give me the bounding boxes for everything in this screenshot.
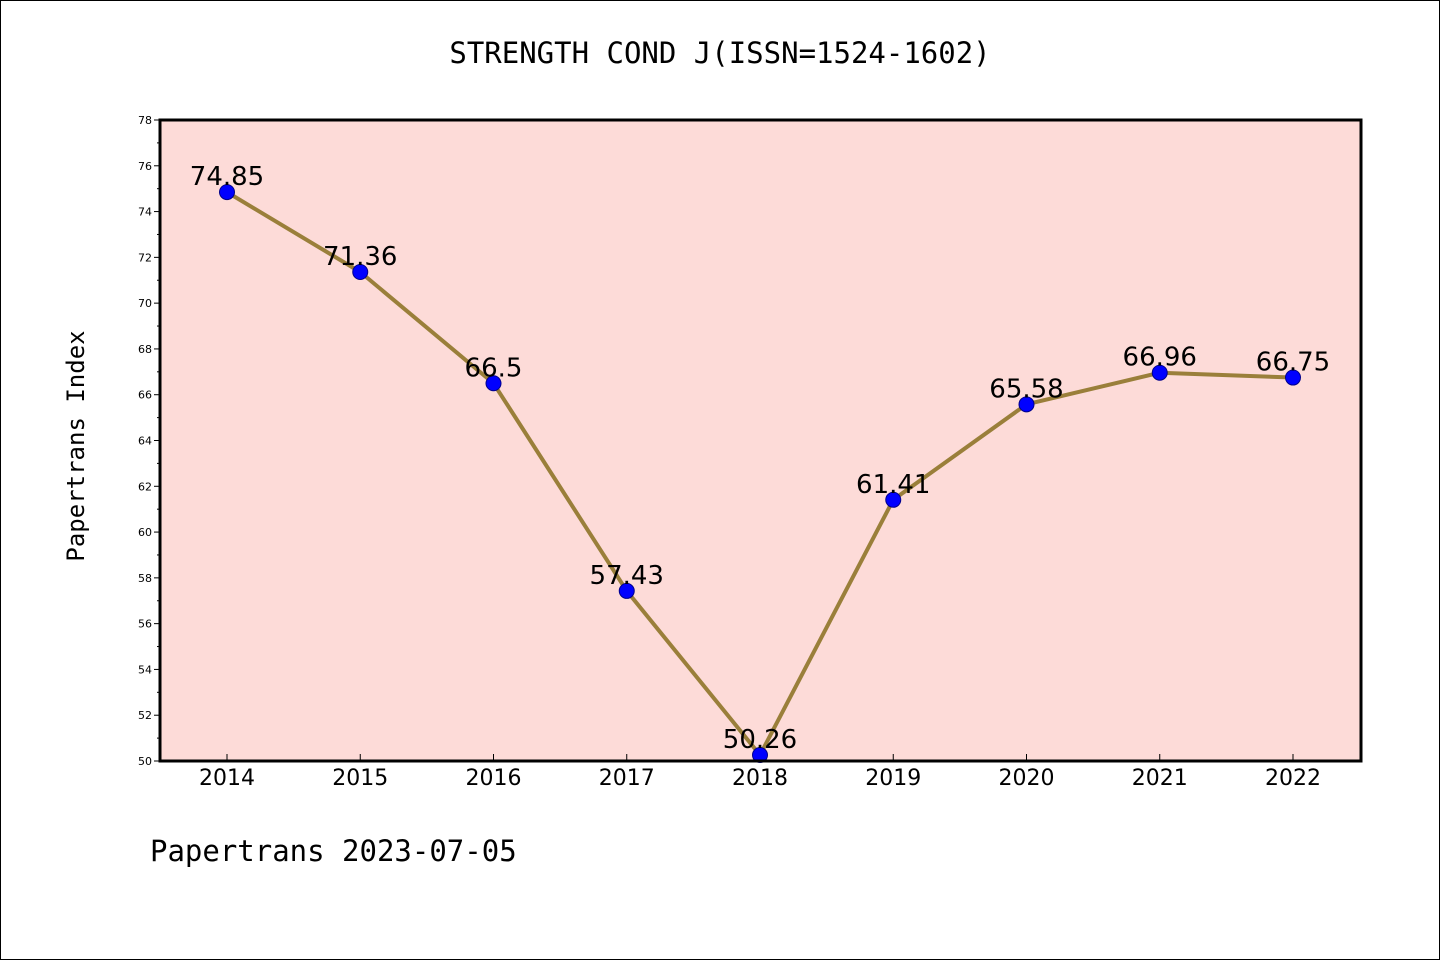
y-tick-label: 72 xyxy=(138,251,152,264)
x-tick-label: 2021 xyxy=(1132,766,1188,791)
y-tick-label: 68 xyxy=(138,343,152,356)
y-tick-label: 60 xyxy=(138,526,152,539)
y-axis: 50 52 54 56 58 60 62 64 66 68 70 72 74 76 78 xyxy=(138,114,160,768)
x-axis: 2014 2015 2016 2017 2018 2019 2020 2021 2022 xyxy=(199,754,1321,791)
x-tick-label: 2022 xyxy=(1265,766,1321,791)
data-point xyxy=(752,747,768,764)
y-tick-label: 74 xyxy=(138,206,152,219)
footer-text: Papertrans 2023-07-05 xyxy=(150,834,517,868)
y-tick-label: 52 xyxy=(138,709,152,722)
data-point xyxy=(219,184,235,201)
y-tick-label: 54 xyxy=(138,663,152,676)
data-label: 66.75 xyxy=(1256,348,1330,378)
y-tick-label: 78 xyxy=(138,114,152,127)
data-point xyxy=(1151,364,1168,381)
y-tick-label: 66 xyxy=(138,389,152,402)
data-point xyxy=(618,582,635,599)
data-label: 65.58 xyxy=(989,374,1063,404)
y-tick-label: 70 xyxy=(138,297,152,310)
y-tick-label: 58 xyxy=(138,572,152,585)
chart-title: STRENGTH COND J(ISSN=1524-1602) xyxy=(449,36,991,70)
data-label: 50.26 xyxy=(723,725,797,755)
y-tick-label: 62 xyxy=(138,480,152,493)
series-layer: 74.85 71.36 66.5 57.43 50.26 61.41 65.58 66.96 6… xyxy=(190,162,1330,764)
x-tick-label: 2017 xyxy=(599,766,655,791)
data-label: 61.41 xyxy=(856,470,930,500)
data-point xyxy=(1285,369,1301,386)
data-point xyxy=(485,375,502,392)
y-tick-label: 50 xyxy=(138,755,152,768)
x-tick-label: 2016 xyxy=(466,766,522,791)
x-tick-label: 2020 xyxy=(999,766,1055,791)
data-label: 71.36 xyxy=(323,242,397,272)
data-label: 66.96 xyxy=(1123,343,1197,373)
plot-border xyxy=(158,118,1363,763)
y-tick-label: 56 xyxy=(138,618,152,631)
data-point xyxy=(885,491,902,508)
x-tick-label: 2015 xyxy=(332,766,388,791)
data-point xyxy=(1018,396,1035,413)
data-label: 74.85 xyxy=(190,162,264,192)
x-tick-label: 2019 xyxy=(865,766,921,791)
data-label: 57.43 xyxy=(590,561,664,591)
y-tick-label: 76 xyxy=(138,160,152,173)
x-tick-label: 2018 xyxy=(732,766,788,791)
y-tick-label: 64 xyxy=(138,435,152,448)
data-point xyxy=(352,264,369,281)
data-label: 66.5 xyxy=(465,353,523,383)
x-tick-label: 2014 xyxy=(199,766,255,791)
plot-area xyxy=(160,120,1361,761)
